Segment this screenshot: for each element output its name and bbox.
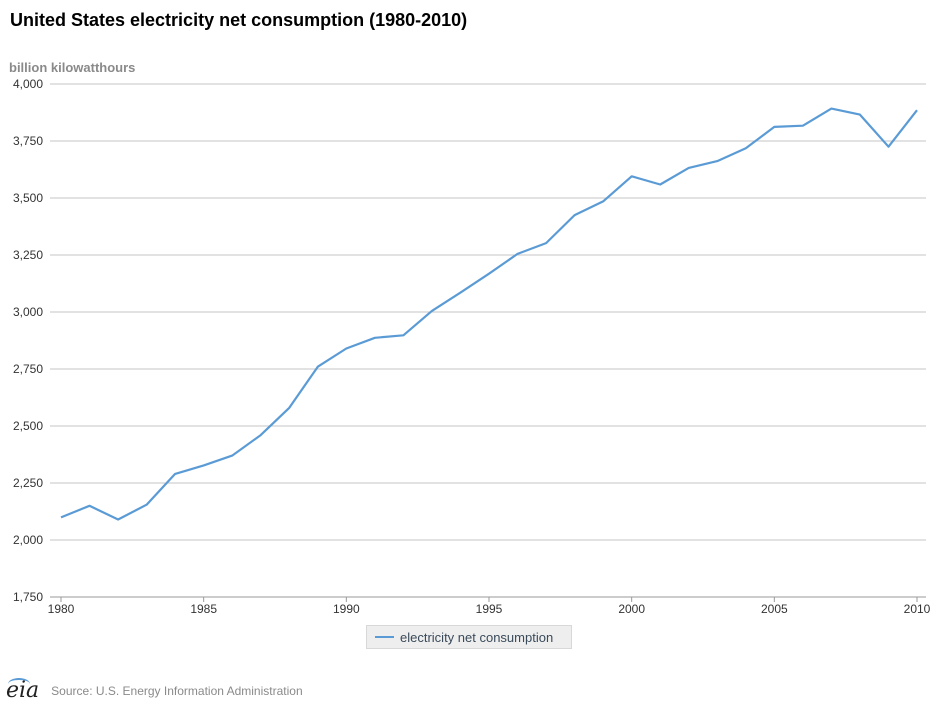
y-tick-label: 3,500 bbox=[13, 191, 43, 205]
data-point[interactable] bbox=[771, 124, 777, 130]
data-point[interactable] bbox=[743, 145, 749, 151]
data-point[interactable] bbox=[258, 432, 264, 438]
data-point[interactable] bbox=[857, 112, 863, 118]
data-point[interactable] bbox=[286, 405, 292, 411]
gridlines bbox=[50, 83, 926, 598]
eia-logo: eia bbox=[6, 678, 40, 703]
data-point[interactable] bbox=[486, 271, 492, 277]
x-tick-label: 2005 bbox=[761, 602, 788, 616]
y-tick-label: 2,750 bbox=[13, 362, 43, 376]
chart-title: United States electricity net consumptio… bbox=[10, 10, 468, 30]
data-point[interactable] bbox=[657, 182, 663, 188]
data-point[interactable] bbox=[229, 453, 235, 459]
data-point[interactable] bbox=[58, 514, 64, 520]
x-tick-label: 1990 bbox=[333, 602, 360, 616]
data-point[interactable] bbox=[87, 503, 93, 509]
y-tick-label: 3,000 bbox=[13, 305, 43, 319]
y-tick-label: 3,250 bbox=[13, 248, 43, 262]
data-point[interactable] bbox=[686, 165, 692, 171]
line-chart: 1,750 2,000 2,250 2,500 2,750 3,000 3,250 3,500… bbox=[13, 77, 931, 616]
data-point[interactable] bbox=[914, 107, 920, 113]
data-point[interactable] bbox=[115, 517, 121, 523]
data-point[interactable] bbox=[515, 251, 521, 257]
legend-line-swatch bbox=[375, 636, 394, 638]
x-tick-label: 1995 bbox=[476, 602, 503, 616]
y-tick-label: 1,750 bbox=[13, 590, 43, 604]
data-point[interactable] bbox=[714, 158, 720, 164]
data-point[interactable] bbox=[543, 240, 549, 246]
data-point[interactable] bbox=[886, 144, 892, 150]
data-point[interactable] bbox=[144, 502, 150, 508]
data-point[interactable] bbox=[400, 332, 406, 338]
y-tick-label: 4,000 bbox=[13, 77, 43, 91]
data-point[interactable] bbox=[201, 462, 207, 468]
x-axis-ticks: 1980 1985 1990 1995 2000 2005 2010 bbox=[48, 597, 931, 616]
data-point[interactable] bbox=[800, 123, 806, 129]
data-point[interactable] bbox=[458, 290, 464, 296]
data-point[interactable] bbox=[172, 471, 178, 477]
legend[interactable]: electricity net consumption bbox=[366, 625, 572, 649]
legend-label: electricity net consumption bbox=[400, 629, 554, 645]
data-point[interactable] bbox=[429, 308, 435, 314]
data-point[interactable] bbox=[828, 106, 834, 112]
series-line-electricity-net-consumption[interactable] bbox=[60, 107, 918, 521]
data-point[interactable] bbox=[343, 346, 349, 352]
y-tick-label: 2,250 bbox=[13, 476, 43, 490]
x-tick-label: 1985 bbox=[190, 602, 217, 616]
x-tick-label: 2010 bbox=[904, 602, 931, 616]
x-tick-label: 2000 bbox=[618, 602, 645, 616]
series-lines bbox=[58, 106, 920, 523]
y-tick-label: 3,750 bbox=[13, 134, 43, 148]
footer: eia Source: U.S. Energy Information Admi… bbox=[6, 678, 303, 703]
y-axis-unit-label: billion kilowatthours bbox=[9, 60, 136, 75]
source-text: Source: U.S. Energy Information Administ… bbox=[51, 684, 303, 698]
y-tick-label: 2,000 bbox=[13, 533, 43, 547]
data-point[interactable] bbox=[600, 198, 606, 204]
data-point[interactable] bbox=[315, 364, 321, 370]
x-tick-label: 1980 bbox=[48, 602, 75, 616]
y-axis-ticks: 1,750 2,000 2,250 2,500 2,750 3,000 3,250 3,500… bbox=[13, 77, 43, 604]
y-tick-label: 2,500 bbox=[13, 419, 43, 433]
data-point[interactable] bbox=[372, 335, 378, 341]
data-point[interactable] bbox=[572, 212, 578, 218]
data-point[interactable] bbox=[629, 173, 635, 179]
